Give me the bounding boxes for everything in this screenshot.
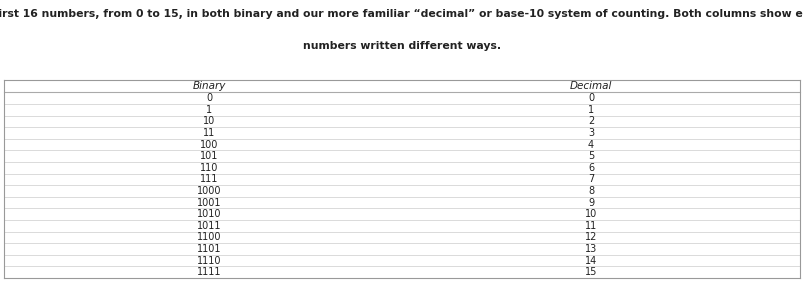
Text: 1: 1 <box>206 105 212 115</box>
Text: 8: 8 <box>587 186 593 196</box>
Text: 2: 2 <box>587 116 593 126</box>
Text: 100: 100 <box>200 139 218 150</box>
Text: 10: 10 <box>584 209 597 219</box>
Text: 5: 5 <box>587 151 593 161</box>
Text: 111: 111 <box>200 174 218 184</box>
Text: Binary: Binary <box>192 81 226 91</box>
Text: 1000: 1000 <box>197 186 221 196</box>
Text: 10: 10 <box>202 116 215 126</box>
Text: 11: 11 <box>584 221 597 231</box>
Text: 11: 11 <box>202 128 215 138</box>
Text: 1111: 1111 <box>197 267 221 277</box>
Text: 14: 14 <box>584 256 597 266</box>
Text: 15: 15 <box>584 267 597 277</box>
Text: Table 9.1. The first 16 numbers, from 0 to 15, in both binary and our more famil: Table 9.1. The first 16 numbers, from 0 … <box>0 9 803 18</box>
Text: 13: 13 <box>584 244 597 254</box>
Text: 110: 110 <box>200 163 218 173</box>
Text: 1001: 1001 <box>197 198 221 208</box>
Text: 6: 6 <box>587 163 593 173</box>
Text: 7: 7 <box>587 174 593 184</box>
Text: 1101: 1101 <box>197 244 221 254</box>
Text: numbers written different ways.: numbers written different ways. <box>303 41 500 51</box>
Text: Decimal: Decimal <box>569 81 611 91</box>
Text: 1: 1 <box>587 105 593 115</box>
Text: 1010: 1010 <box>197 209 221 219</box>
Text: 1110: 1110 <box>197 256 221 266</box>
Text: 9: 9 <box>587 198 593 208</box>
Text: 1100: 1100 <box>197 232 221 243</box>
Text: 4: 4 <box>587 139 593 150</box>
Text: 1011: 1011 <box>197 221 221 231</box>
Text: 12: 12 <box>584 232 597 243</box>
Text: 3: 3 <box>587 128 593 138</box>
Text: 101: 101 <box>200 151 218 161</box>
Text: 0: 0 <box>587 93 593 103</box>
Text: 0: 0 <box>206 93 212 103</box>
